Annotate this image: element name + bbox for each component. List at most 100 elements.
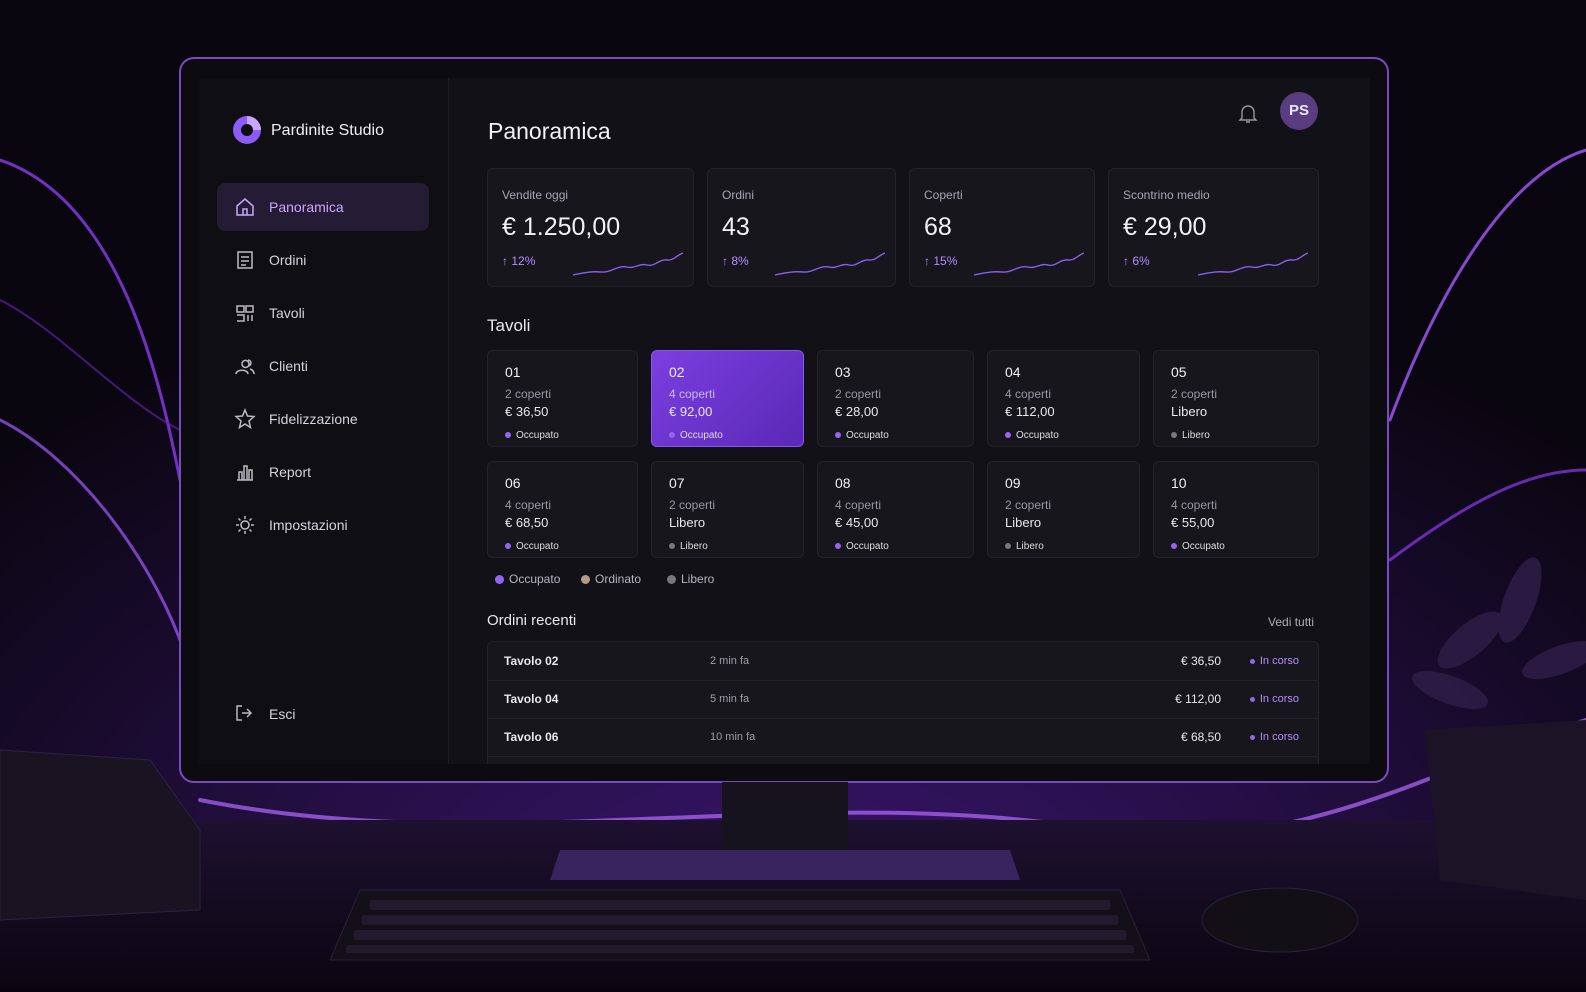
table-card[interactable]: 04 4 coperti € 112,00 Occupato <box>987 350 1140 447</box>
nav-item[interactable]: Clienti <box>217 342 429 390</box>
order-status: In corso <box>1249 731 1299 743</box>
bell[interactable] <box>1238 103 1258 125</box>
sparkline <box>573 252 683 276</box>
nav-item[interactable]: Report <box>217 448 429 496</box>
table-detail: € 92,00 <box>669 404 713 419</box>
table-number: 09 <box>1005 475 1021 491</box>
kpi-label: Scontrino medio <box>1123 188 1210 202</box>
status-label: Occupato <box>1016 430 1059 441</box>
kpi-value: 68 <box>924 213 952 241</box>
kpi-change: ↑ 8% <box>722 254 749 268</box>
order-row[interactable]: Tavolo 06 10 min fa € 68,50 In corso <box>487 718 1319 757</box>
kpi-card: Ordini 43 ↑ 8% <box>707 168 896 287</box>
table-covers: 2 coperti <box>1005 498 1052 512</box>
order-amount: € 36,50 <box>1180 654 1221 668</box>
status-label: In corso <box>1259 693 1299 705</box>
table-card[interactable]: 09 2 coperti Libero Libero <box>987 461 1140 558</box>
table-number: 06 <box>505 475 521 491</box>
order-table: Tavolo 04 <box>504 692 559 706</box>
logout[interactable]: Esci <box>217 690 429 738</box>
table-card[interactable]: 02 4 coperti € 92,00 Occupato <box>651 350 804 447</box>
table-status: Occupato <box>669 430 723 441</box>
table-detail: Libero <box>1005 515 1042 530</box>
table-number: 10 <box>1171 475 1187 491</box>
order-row[interactable]: Tavolo 02 2 min fa € 36,50 In corso <box>487 642 1319 681</box>
plant-pot <box>1425 720 1586 900</box>
table-card[interactable]: 10 4 coperti € 55,00 Occupato <box>1153 461 1319 558</box>
monitor-stand <box>722 782 848 852</box>
table-status: Occupato <box>1171 541 1225 552</box>
table-card[interactable]: 01 2 coperti € 36,50 Occupato <box>487 350 638 447</box>
legend-dot <box>495 575 504 585</box>
table-card[interactable]: 06 4 coperti € 68,50 Occupato <box>487 461 638 558</box>
table-status: Libero <box>1005 541 1044 552</box>
legend-dot <box>581 575 590 585</box>
icon <box>236 516 254 534</box>
kpi-value: € 29,00 <box>1123 213 1207 241</box>
icon-path <box>236 305 254 322</box>
legend-label: Ordinato <box>595 572 642 586</box>
nav-item[interactable]: Fidelizzazione <box>217 395 429 443</box>
kpi-card: Scontrino medio € 29,00 ↑ 6% <box>1108 168 1319 287</box>
nav-item[interactable]: Panoramica <box>217 183 429 231</box>
table-card[interactable]: 07 2 coperti Libero Libero <box>651 461 804 558</box>
status-label: Occupato <box>516 430 559 441</box>
icon-path <box>235 359 255 375</box>
legend-item: Libero <box>667 572 714 586</box>
section-title: Ordini recenti <box>487 612 577 629</box>
kpi-change-value: 6% <box>1132 254 1150 268</box>
table-status: Occupato <box>835 430 889 441</box>
nav-item[interactable]: Impostazioni <box>217 501 429 549</box>
nav-label: Ordini <box>269 252 307 268</box>
printer <box>0 749 201 921</box>
sparkline-path <box>775 252 885 276</box>
icon <box>237 465 253 481</box>
table-status: Occupato <box>835 541 889 552</box>
nav-item[interactable]: Ordini <box>217 236 429 284</box>
stand-base <box>550 850 1020 880</box>
table-card[interactable]: 03 2 coperti € 28,00 Occupato <box>817 350 974 447</box>
table-number: 03 <box>835 364 851 380</box>
legend-label: Occupato <box>509 572 561 586</box>
table-card[interactable]: 05 2 coperti Libero Libero <box>1153 350 1319 447</box>
avatar[interactable]: PS <box>1280 92 1318 130</box>
kpi-card: Coperti 68 ↑ 15% <box>909 168 1095 287</box>
table-status: Libero <box>669 541 708 552</box>
nav-label: Impostazioni <box>269 517 348 533</box>
status-dot <box>505 543 511 550</box>
table-covers: 2 coperti <box>669 498 716 512</box>
legend-item: Ordinato <box>581 572 641 586</box>
nav-item[interactable]: Tavoli <box>217 289 429 337</box>
table-number: 07 <box>669 475 685 491</box>
status-dot <box>835 432 841 439</box>
link[interactable]: Vedi tutti <box>1268 615 1315 629</box>
table-number: 08 <box>835 475 851 491</box>
kpi-label: Coperti <box>924 188 963 202</box>
table-covers: 2 coperti <box>505 387 552 401</box>
status-dot <box>835 543 841 550</box>
table-detail: € 55,00 <box>1171 515 1215 530</box>
status-label: In corso <box>1259 731 1299 743</box>
status-label: Libero <box>680 541 708 552</box>
page-title: Panoramica <box>488 118 611 144</box>
logout-icon <box>236 705 253 721</box>
table-number: 04 <box>1005 364 1021 380</box>
kpi-label: Vendite oggi <box>502 188 569 202</box>
order-table: Tavolo 06 <box>504 730 559 744</box>
icon <box>234 408 256 430</box>
kpi-change: ↑ 12% <box>502 254 536 268</box>
kpi-change: ↑ 15% <box>924 254 958 268</box>
table-covers: 4 coperti <box>1005 387 1052 401</box>
table-status: Occupato <box>505 541 559 552</box>
order-row[interactable]: Tavolo 04 5 min fa € 112,00 In corso <box>487 680 1319 719</box>
table-card[interactable]: 08 4 coperti € 45,00 Occupato <box>817 461 974 558</box>
status-dot <box>1171 543 1177 550</box>
nav-label: Report <box>269 464 312 480</box>
kpi-label: Ordini <box>722 188 755 202</box>
kpi-change-value: 12% <box>511 254 536 268</box>
status-dot <box>669 543 675 550</box>
order-table: Tavolo 02 <box>504 654 559 668</box>
status-dot <box>669 432 675 439</box>
table-detail: € 28,00 <box>835 404 879 419</box>
kpi-change-value: 8% <box>731 254 749 268</box>
